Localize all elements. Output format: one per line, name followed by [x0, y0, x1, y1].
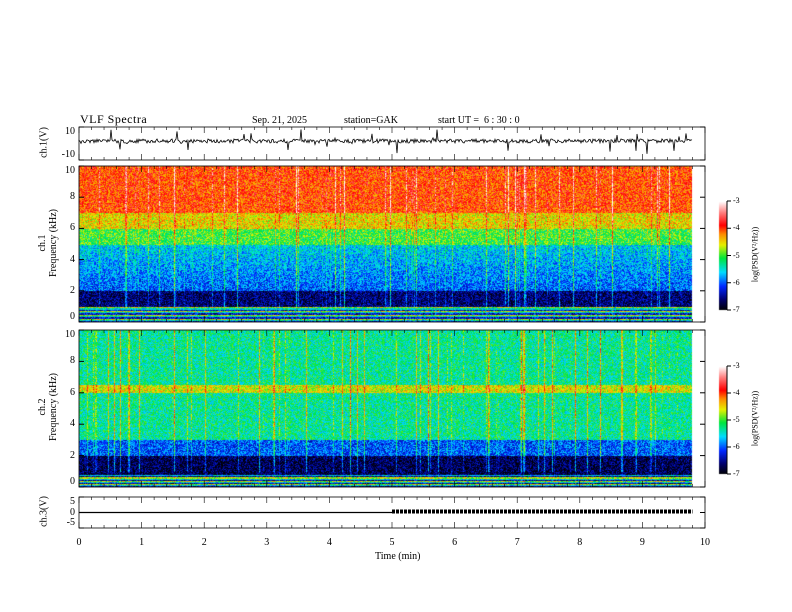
y-tick-label: 8 — [70, 191, 75, 203]
ch2-spec-ylabel-line1: ch.2 — [37, 398, 48, 416]
y-tick-label: 0 — [70, 311, 75, 322]
ch1-spec-ylabel: ch.1 Frequency (kHz) — [37, 193, 59, 293]
colorbar1-label: log(PSD(V²/Hz)) — [750, 226, 760, 283]
y-tick-label: 6 — [70, 222, 75, 234]
x-tick-label: 5 — [389, 537, 395, 548]
colorbar-tick-label: -7 — [733, 305, 740, 314]
colorbar-tick-label: -6 — [733, 277, 740, 287]
panel-frame — [78, 165, 706, 323]
colorbar-tick-label: -7 — [733, 469, 740, 478]
colorbar-tick-label: -5 — [733, 250, 740, 260]
y-tick-label: 5 — [70, 496, 75, 507]
y-tick-label: -10 — [61, 149, 75, 160]
colorbar-tick-label: -3 — [733, 196, 740, 205]
y-tick-label: 4 — [70, 418, 75, 430]
y-tick-label: 2 — [70, 449, 75, 461]
x-tick-label: 1 — [139, 537, 145, 548]
y-tick-label: 8 — [70, 355, 75, 367]
colorbar-tick-label: -6 — [733, 442, 740, 451]
x-axis-label: Time (min) — [375, 551, 421, 562]
x-tick-label: 6 — [452, 537, 458, 548]
ch1-spec-ylabel-line2: Frequency (kHz) — [48, 208, 59, 278]
y-tick-label: 0 — [70, 506, 75, 518]
ch1-ylabel: ch.1(V) — [38, 127, 50, 158]
y-tick-label: 10 — [65, 329, 75, 340]
ch3-ylabel: ch.3(V) — [38, 496, 50, 527]
y-tick-label: 2 — [70, 284, 75, 296]
y-tick-label: 0 — [70, 476, 75, 487]
ch1-waveform-line — [78, 129, 693, 154]
date-label: Sep. 21, 2025 — [252, 115, 307, 126]
x-tick-label: 3 — [264, 537, 270, 548]
ch2-spec-ylabel-line2: Frequency (kHz) — [48, 372, 59, 442]
y-tick-label: -5 — [66, 517, 75, 528]
x-tick-label: 4 — [326, 537, 332, 548]
y-tick-label: 10 — [65, 165, 75, 176]
ch2-spec-ylabel: ch.2 Frequency (kHz) — [37, 357, 59, 457]
y-tick-label: 4 — [70, 253, 75, 265]
panel-frame — [78, 329, 706, 488]
x-tick-label: 9 — [639, 537, 645, 548]
x-tick-label: 8 — [577, 537, 583, 548]
colorbar-tick-label: -4 — [733, 388, 740, 397]
y-tick-label: 6 — [70, 386, 75, 398]
x-tick-label: 7 — [514, 537, 520, 548]
x-tick-label: 2 — [201, 537, 207, 548]
colorbar-tick-label: -3 — [733, 361, 740, 370]
x-tick-label: 0 — [76, 537, 82, 548]
figure-title: VLF Spectra — [80, 112, 148, 126]
colorbar-tick-label: -4 — [733, 223, 740, 233]
ch1-spec-ylabel-line1: ch.1 — [37, 234, 48, 252]
y-tick-label: 10 — [65, 126, 75, 137]
colorbar2-label: log(PSD(V²/Hz)) — [750, 390, 760, 447]
colorbar-tick-label: -5 — [733, 415, 740, 424]
x-tick-label: 10 — [700, 537, 710, 548]
start-ut-label: start UT = 6 : 30 : 0 — [438, 115, 520, 126]
station-label: station=GAK — [344, 115, 398, 126]
